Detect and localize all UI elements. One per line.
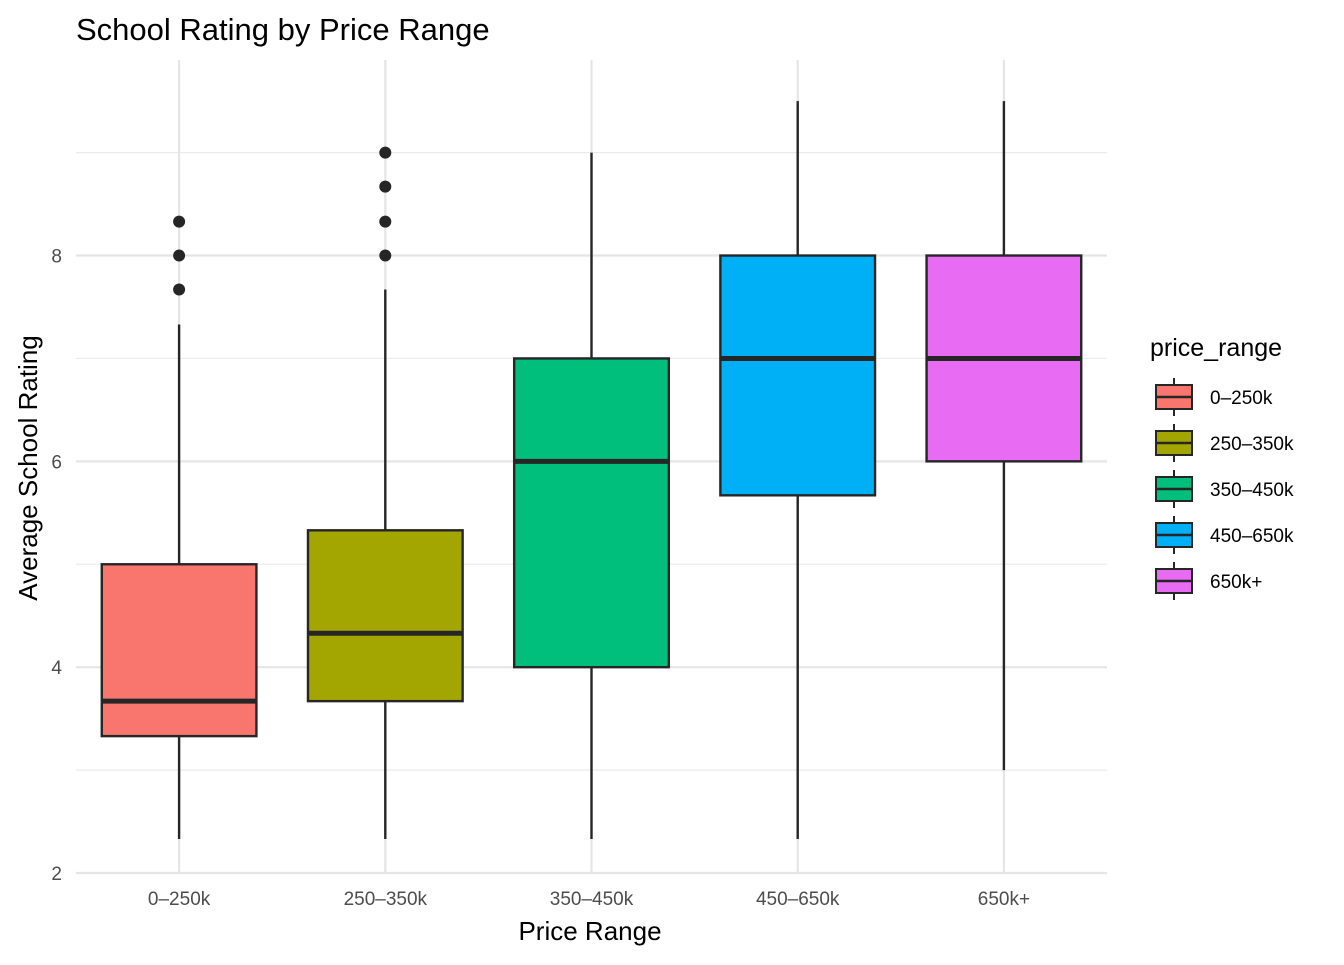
outlier-point [379, 249, 392, 262]
outlier-point [379, 215, 392, 228]
legend: price_range 0–250k 250–350k 350–450k 450–65… [1150, 334, 1294, 600]
legend-item-label: 250–350k [1210, 434, 1294, 455]
x-axis-ticks: 0–250k 250–350k 350–450k 450–650k 650k+ [148, 889, 1030, 910]
outlier-point [173, 249, 186, 262]
box-iqr [512, 357, 671, 669]
box-5 [925, 101, 1083, 771]
outlier-point [173, 283, 186, 296]
x-tick-label: 650k+ [978, 889, 1030, 910]
box-3 [512, 152, 671, 840]
legend-item-label: 0–250k [1210, 388, 1273, 409]
legend-item: 650k+ [1155, 562, 1262, 600]
box-iqr [306, 529, 464, 703]
legend-item-label: 650k+ [1210, 572, 1262, 593]
x-tick-label: 250–350k [344, 889, 428, 910]
y-tick-label: 8 [51, 247, 62, 268]
legend-title: price_range [1150, 334, 1282, 362]
legend-items: 0–250k 250–350k 350–450k 450–650k 650k+ [1155, 378, 1294, 600]
boxes [100, 101, 1083, 840]
legend-item-label: 450–650k [1210, 526, 1294, 547]
x-axis-label: Price Range [518, 916, 661, 946]
box-2 [306, 146, 464, 840]
outlier-point [379, 180, 392, 193]
legend-item: 0–250k [1155, 378, 1273, 416]
x-tick-label: 350–450k [550, 889, 634, 910]
legend-item: 350–450k [1155, 470, 1294, 508]
chart-title: School Rating by Price Range [76, 12, 490, 47]
box-iqr [100, 563, 258, 738]
y-axis-label: Average School Rating [13, 335, 43, 600]
y-tick-label: 2 [51, 864, 62, 885]
outlier-point [173, 215, 186, 228]
outlier-point [379, 146, 392, 159]
box-4 [719, 101, 877, 840]
legend-item: 250–350k [1155, 424, 1294, 462]
x-tick-label: 0–250k [148, 889, 211, 910]
x-tick-label: 450–650k [756, 889, 840, 910]
legend-item: 450–650k [1155, 516, 1294, 554]
y-tick-label: 4 [51, 658, 62, 679]
legend-item-label: 350–450k [1210, 480, 1294, 501]
y-axis-ticks: 2 4 6 8 [51, 247, 62, 885]
box-iqr [719, 254, 877, 497]
box-1 [100, 215, 258, 840]
y-tick-label: 6 [51, 452, 62, 473]
